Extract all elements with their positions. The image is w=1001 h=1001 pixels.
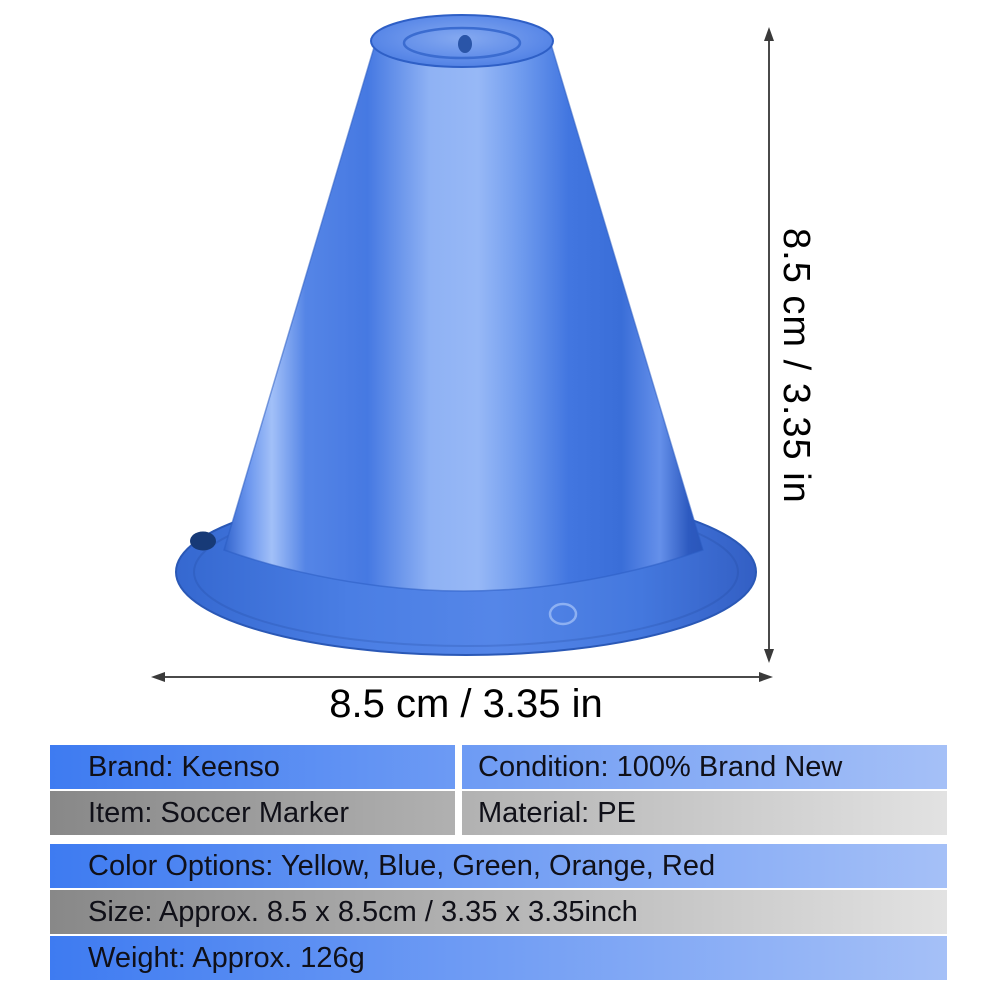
- spec-row-color-options: Color Options: Yellow, Blue, Green, Oran…: [50, 844, 947, 888]
- spec-cell-weight: Weight: Approx. 126g: [88, 941, 365, 974]
- column-divider: [455, 745, 462, 789]
- cone-body: [223, 30, 704, 592]
- height-dimension-label: 8.5 cm / 3.35 in: [775, 228, 817, 504]
- dimension-arrow-up: [764, 27, 774, 41]
- spec-cell-brand: Brand: Keenso: [88, 750, 280, 783]
- spec-row-brand-condition: Brand: Keenso Condition: 100% Brand New: [50, 745, 947, 789]
- brim-ring-right: [548, 602, 578, 626]
- spec-cell-item: Item: Soccer Marker: [88, 796, 350, 829]
- product-cone-figure: [151, 14, 774, 682]
- dimension-arrow-right: [759, 672, 773, 682]
- spec-cell-color-options: Color Options: Yellow, Blue, Green, Oran…: [88, 849, 716, 882]
- spec-table: Brand: Keenso Condition: 100% Brand New …: [50, 745, 947, 980]
- cone-top-cap: [370, 14, 554, 68]
- brim-hole-left: [190, 531, 216, 551]
- spec-row-size: Size: Approx. 8.5 x 8.5cm / 3.35 x 3.35i…: [50, 890, 947, 934]
- spec-cell-condition: Condition: 100% Brand New: [478, 750, 843, 783]
- spec-cell-size: Size: Approx. 8.5 x 8.5cm / 3.35 x 3.35i…: [88, 895, 638, 928]
- spec-table-full-width-section: Color Options: Yellow, Blue, Green, Oran…: [50, 844, 947, 980]
- height-dimension-line: [764, 27, 774, 663]
- column-divider: [455, 791, 462, 835]
- spec-cell-material: Material: PE: [478, 796, 636, 829]
- spec-row-item-material: Item: Soccer Marker Material: PE: [50, 791, 947, 835]
- width-dimension-line: [151, 672, 773, 682]
- width-dimension-label: 8.5 cm / 3.35 in: [329, 682, 603, 726]
- dimension-arrow-down: [764, 649, 774, 663]
- spec-table-two-column-section: Brand: Keenso Condition: 100% Brand New …: [50, 745, 947, 835]
- spec-row-weight: Weight: Approx. 126g: [50, 936, 947, 980]
- dimension-arrow-left: [151, 672, 165, 682]
